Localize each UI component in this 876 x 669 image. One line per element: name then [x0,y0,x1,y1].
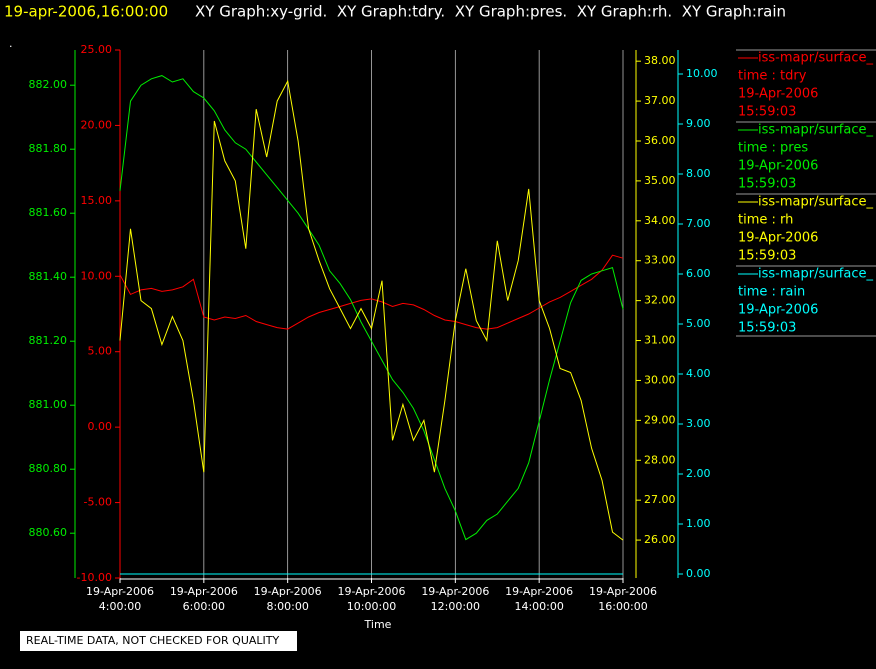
y-tick-label: 5.00 [88,345,113,358]
y-tick-label: 34.00 [644,214,676,227]
corner-mark: . [9,37,13,50]
y-tick-label: 881.80 [29,142,68,155]
legend-detail: time : rh [738,213,793,228]
x-tick-label: 19-Apr-2006 16:00:00 [589,585,657,613]
y-tick-label: 28.00 [644,453,676,466]
footer-box [20,631,297,651]
y-tick-label: 10.00 [686,67,718,80]
legend-label: iss-mapr/surface_ [758,123,874,138]
legend-detail: 15:59:03 [738,249,796,264]
y-tick-label: 20.00 [81,118,113,131]
chart-title: 19-apr-2006,16:00:00 [4,3,168,21]
y-tick-label: 7.00 [686,217,711,230]
legend-detail: 19-Apr-2006 [738,303,818,318]
y-tick-label: 36.00 [644,134,676,147]
y-tick-label: 26.00 [644,533,676,546]
y-tick-label: 32.00 [644,294,676,307]
y-tick-label: 0.00 [88,420,113,433]
y-tick-label: 2.00 [686,467,711,480]
x-tick-label: 19-Apr-2006 10:00:00 [337,585,405,613]
series-line [119,79,624,541]
y-tick-label: 881.20 [29,334,68,347]
y-tick-label: 8.00 [686,167,711,180]
legend-detail: 15:59:03 [738,177,796,192]
y-tick-label: 35.00 [644,174,676,187]
y-tick-label: 4.00 [686,367,711,380]
y-tick-label: 3.00 [686,417,711,430]
y-tick-label: 10.00 [81,269,113,282]
y-tick-label: -10.00 [77,571,112,584]
y-tick-label: 29.00 [644,413,676,426]
y-tick-label: 9.00 [686,117,711,130]
y-tick-label: 880.80 [29,462,68,475]
x-tick-label: 19-Apr-2006 12:00:00 [421,585,489,613]
y-tick-label: 33.00 [644,254,676,267]
legend-label: iss-mapr/surface_ [758,51,874,66]
y-tick-label: -5.00 [84,496,112,509]
y-tick-label: 881.00 [29,398,68,411]
legend-detail: 15:59:03 [738,321,796,336]
chart-subtitle: XY Graph:xy-grid. XY Graph:tdry. XY Grap… [195,3,786,21]
y-tick-label: 880.60 [29,526,68,539]
x-tick-label: 19-Apr-2006 14:00:00 [505,585,573,613]
y-tick-label: 15.00 [81,194,113,207]
legend-detail: time : rain [738,285,805,300]
y-tick-label: 5.00 [686,317,711,330]
x-tick-label: 19-Apr-2006 6:00:00 [170,585,238,613]
y-tick-label: 30.00 [644,373,676,386]
y-tick-label: 881.60 [29,206,68,219]
y-tick-label: 882.00 [29,78,68,91]
footer-note: REAL-TIME DATA, NOT CHECKED FOR QUALITY [26,634,280,647]
y-tick-label: 1.00 [686,517,711,530]
x-tick-label: 19-Apr-2006 4:00:00 [86,585,154,613]
legend-label: iss-mapr/surface_ [758,267,874,282]
x-tick-label: 19-Apr-2006 8:00:00 [254,585,322,613]
x-axis-label: Time [364,618,392,631]
legend-detail: time : pres [738,141,808,156]
legend-detail: 19-Apr-2006 [738,159,818,174]
y-tick-label: 37.00 [644,94,676,107]
y-tick-label: 6.00 [686,267,711,280]
legend-detail: 15:59:03 [738,105,796,120]
legend-detail: 19-Apr-2006 [738,231,818,246]
series-line [119,254,624,330]
y-tick-label: 31.00 [644,334,676,347]
legend-detail: time : tdry [738,69,807,84]
y-tick-label: 881.40 [29,270,68,283]
series-line [119,75,624,541]
y-tick-label: 25.00 [81,43,113,56]
legend-detail: 19-Apr-2006 [738,87,818,102]
y-tick-label: 38.00 [644,54,676,67]
y-tick-label: 27.00 [644,493,676,506]
legend-label: iss-mapr/surface_ [758,195,874,210]
y-tick-label: 0.00 [686,567,711,580]
